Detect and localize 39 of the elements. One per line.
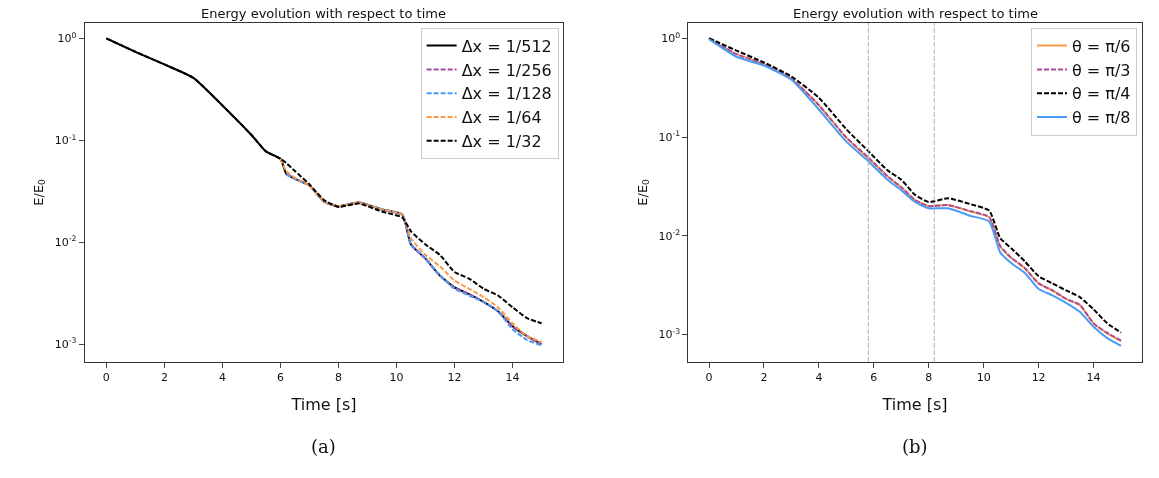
legend-label: θ = π/6 bbox=[1071, 36, 1131, 56]
legend-label: Δx = 1/256 bbox=[461, 60, 552, 80]
x-axis-title: Time [s] bbox=[290, 394, 357, 414]
chart-title: Energy evolution with respect to time bbox=[201, 6, 446, 21]
x-tick-label: 14 bbox=[505, 371, 520, 385]
text: (a) bbox=[311, 436, 336, 457]
legend-label: θ = π/8 bbox=[1071, 108, 1131, 128]
x-tick-label: 6 bbox=[276, 371, 284, 385]
y-tick-label: 10$^{-1}$ bbox=[658, 129, 681, 144]
y-tick-label: 10$^{-2}$ bbox=[658, 228, 681, 243]
x-tick-label: 6 bbox=[870, 371, 878, 385]
legend-label: Δx = 1/64 bbox=[461, 108, 542, 128]
legend-label: θ = π/3 bbox=[1071, 60, 1131, 80]
x-tick-label: 2 bbox=[760, 371, 768, 385]
y-tick-label: 10$^{-2}$ bbox=[54, 234, 77, 250]
legend-label: θ = π/4 bbox=[1071, 84, 1131, 104]
x-tick-label: 2 bbox=[160, 371, 168, 385]
chart-title: Energy evolution with respect to time bbox=[793, 6, 1038, 21]
legend-label: Δx = 1/32 bbox=[461, 132, 542, 152]
x-tick-label: 12 bbox=[447, 371, 462, 385]
x-axis-title: Time [s] bbox=[881, 394, 948, 414]
x-tick-label: 0 bbox=[102, 371, 110, 385]
y-tick-label: 10$^{-3}$ bbox=[54, 336, 77, 351]
x-tick-label: 8 bbox=[925, 371, 933, 385]
x-tick-label: 14 bbox=[1086, 371, 1101, 385]
legend-label: Δx = 1/512 bbox=[461, 36, 552, 56]
text: (b) bbox=[902, 436, 928, 457]
y-tick-label: 10$^{-1}$ bbox=[54, 132, 77, 148]
x-tick-label: 4 bbox=[815, 371, 823, 385]
legend-label: Δx = 1/128 bbox=[461, 84, 552, 104]
x-tick-label: 0 bbox=[705, 371, 713, 385]
x-tick-label: 10 bbox=[976, 371, 991, 385]
y-tick-label: 10$^{0}$ bbox=[661, 30, 681, 46]
y-tick-label: 10$^{0}$ bbox=[57, 30, 77, 46]
x-tick-label: 10 bbox=[389, 371, 404, 385]
y-tick-label: 10$^{-3}$ bbox=[658, 326, 681, 342]
x-tick-label: 12 bbox=[1031, 371, 1046, 385]
x-tick-label: 4 bbox=[218, 371, 226, 385]
x-tick-label: 8 bbox=[334, 371, 342, 385]
